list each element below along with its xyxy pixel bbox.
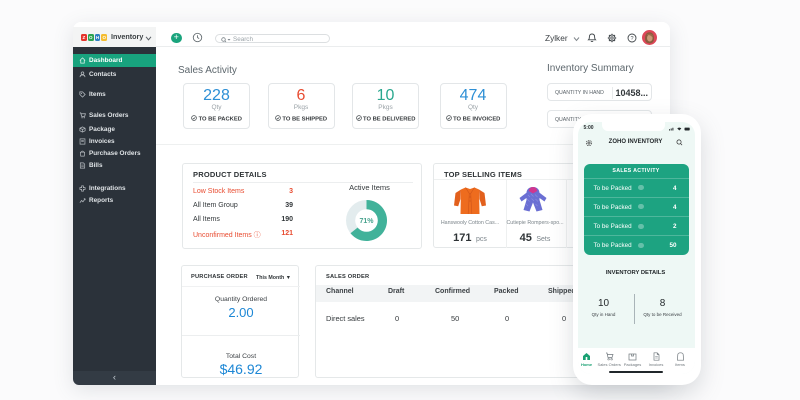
svg-text:?: ? [630, 36, 633, 42]
svg-text:71%: 71% [359, 218, 374, 225]
